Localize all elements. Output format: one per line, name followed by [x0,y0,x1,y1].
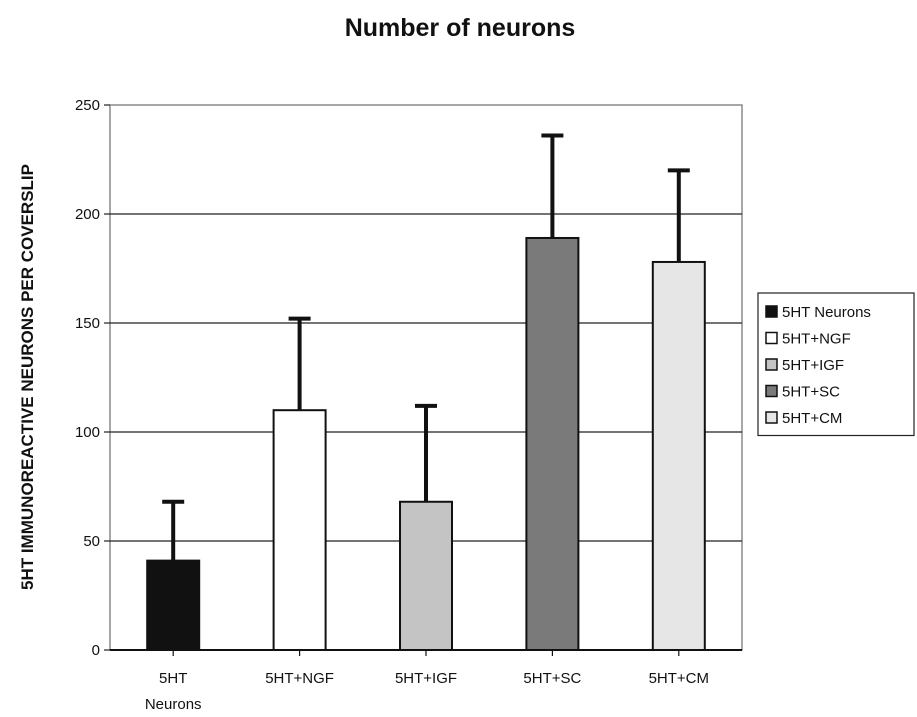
y-tick-label: 100 [75,424,100,441]
legend-label: 5HT+NGF [782,331,851,348]
bars [146,236,706,652]
legend-box [757,292,915,437]
y-axis-ticks: 0 50 100 150 200 250 [75,97,110,659]
y-tick-label: 0 [92,642,100,659]
legend-swatch [765,384,778,398]
bar [651,260,706,651]
bar [399,500,453,652]
bar [272,409,327,652]
legend-label: 5HT+IGF [782,357,844,374]
x-tick-label: 5HT+SC [523,670,581,687]
x-tick-label: 5HT+CM [649,670,709,687]
y-axis-label: 5HT IMMUNOREACTIVE NEURONS PER COVERSLIP [18,164,37,590]
x-tick-label: 5HT [159,670,187,687]
legend: 5HT Neurons 5HT+NGF 5HT+IGF 5HT+SC 5HT+CM [757,292,915,437]
bar [525,236,580,651]
x-axis-labels: 5HT Neurons 5HT+NGF 5HT+IGF 5HT+SC 5HT+CM [145,650,709,713]
y-tick-label: 50 [83,533,100,550]
x-tick-label: Neurons [145,696,202,713]
x-tick-label: 5HT+IGF [395,670,457,687]
y-tick-label: 200 [75,206,100,223]
legend-label: 5HT+SC [782,384,840,401]
legend-swatch [765,411,778,424]
legend-label: 5HT+CM [782,410,842,427]
bar [146,559,201,651]
x-tick-label: 5HT+NGF [265,670,334,687]
y-tick-label: 250 [75,97,100,114]
legend-swatch [765,358,778,371]
error-bars [162,133,690,561]
legend-label: 5HT Neurons [782,304,871,321]
chart-title: Number of neurons [345,14,576,42]
legend-swatch [765,305,778,318]
legend-swatch [765,331,778,345]
y-tick-label: 150 [75,315,100,332]
